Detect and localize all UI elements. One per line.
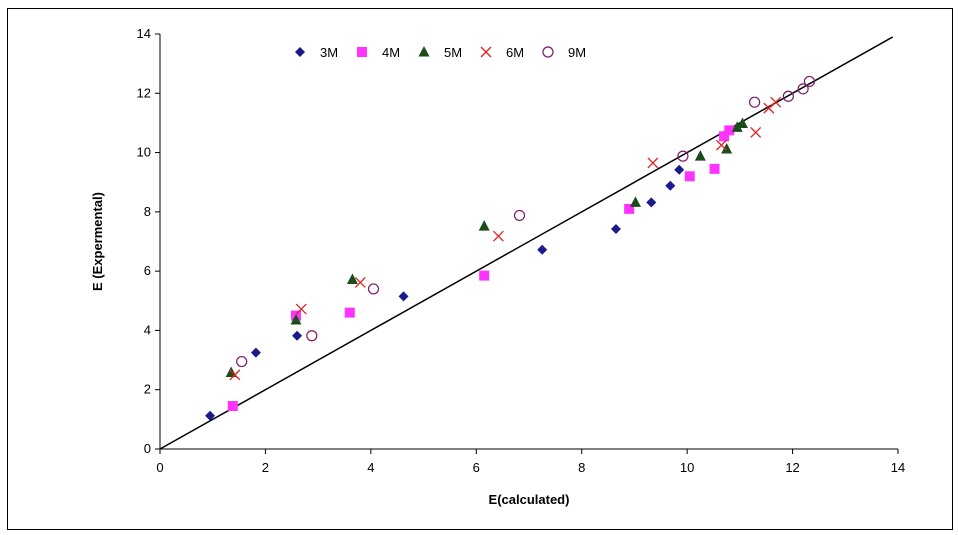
data-point (346, 273, 358, 284)
data-point (624, 203, 635, 214)
legend-item-5m: 5M (418, 45, 462, 60)
y-tick-label: 4 (144, 322, 151, 337)
data-point (782, 90, 794, 102)
legend-marker (295, 47, 305, 57)
data-point (398, 291, 409, 302)
data-point (367, 283, 380, 295)
data-point (749, 96, 761, 108)
data-point (763, 102, 775, 114)
reference-line-path (159, 36, 894, 450)
legend-item-4m: 4M (357, 45, 400, 60)
y-tick-label: 10 (137, 145, 151, 160)
data-point (295, 303, 307, 315)
x-tick-label: 14 (891, 460, 905, 475)
data-point (610, 224, 621, 235)
data-point (715, 139, 727, 151)
data-point (709, 163, 720, 174)
data-point (684, 171, 695, 182)
x-axis-title: E(calculated) (489, 492, 570, 507)
legend-marker (542, 46, 554, 58)
data-point (229, 369, 241, 381)
data-points (205, 75, 816, 421)
data-point (731, 121, 743, 132)
data-point (721, 143, 733, 154)
legend-item-6m: 6M (480, 45, 524, 60)
data-point (719, 131, 730, 142)
legend-label: 5M (444, 45, 462, 60)
y-tick-label: 8 (144, 204, 151, 219)
data-point (205, 410, 216, 421)
x-tick-label: 12 (785, 460, 799, 475)
data-point (292, 330, 303, 341)
data-point (227, 401, 238, 412)
series-3m (205, 164, 685, 421)
data-point (724, 125, 735, 136)
y-tick-label: 2 (144, 382, 151, 397)
y-tick-label: 0 (144, 441, 151, 456)
series-9m (236, 75, 816, 368)
legend-label: 4M (382, 45, 400, 60)
x-tick-label: 0 (156, 460, 163, 475)
legend-marker (418, 46, 430, 57)
legend-label: 6M (506, 45, 524, 60)
legend: 3M 4M 5M 6M 9M (295, 45, 586, 60)
data-point (250, 347, 261, 358)
data-point (513, 209, 526, 222)
axes: 0 2 4 6 8 10 12 14 0 2 4 6 8 10 12 14 (137, 26, 906, 475)
data-point (665, 180, 676, 191)
data-point (647, 157, 659, 169)
data-point (629, 196, 641, 207)
reference-line (159, 36, 894, 450)
data-point (492, 230, 504, 242)
data-point (674, 164, 685, 175)
data-point (803, 75, 816, 88)
x-tick-label: 6 (473, 460, 480, 475)
legend-item-3m: 3M (295, 45, 338, 60)
legend-label: 9M (568, 45, 586, 60)
data-point (537, 244, 548, 255)
data-point (646, 197, 657, 208)
legend-marker (357, 47, 367, 57)
x-tick-label: 8 (578, 460, 585, 475)
y-tick-label: 6 (144, 263, 151, 278)
legend-label: 3M (320, 45, 338, 60)
data-point (344, 307, 355, 318)
data-point (770, 96, 782, 108)
data-point (306, 330, 318, 342)
y-tick-label: 14 (137, 26, 151, 41)
legend-marker (480, 46, 492, 58)
series-5m (225, 117, 748, 378)
data-point (750, 126, 762, 138)
data-point (797, 83, 809, 95)
data-point (736, 117, 748, 129)
y-tick-label: 12 (137, 85, 151, 100)
legend-item-9m: 9M (542, 45, 586, 60)
data-point (677, 150, 689, 162)
data-point (354, 276, 366, 288)
data-point (694, 150, 706, 161)
data-point (236, 355, 248, 368)
y-axis-title: E (Expermental) (90, 192, 105, 291)
data-point (290, 314, 302, 325)
series-6m (229, 96, 782, 381)
x-tick-label: 2 (262, 460, 269, 475)
data-point (479, 270, 490, 281)
x-tick-label: 4 (367, 460, 374, 475)
data-point (478, 220, 490, 231)
x-tick-label: 10 (680, 460, 694, 475)
